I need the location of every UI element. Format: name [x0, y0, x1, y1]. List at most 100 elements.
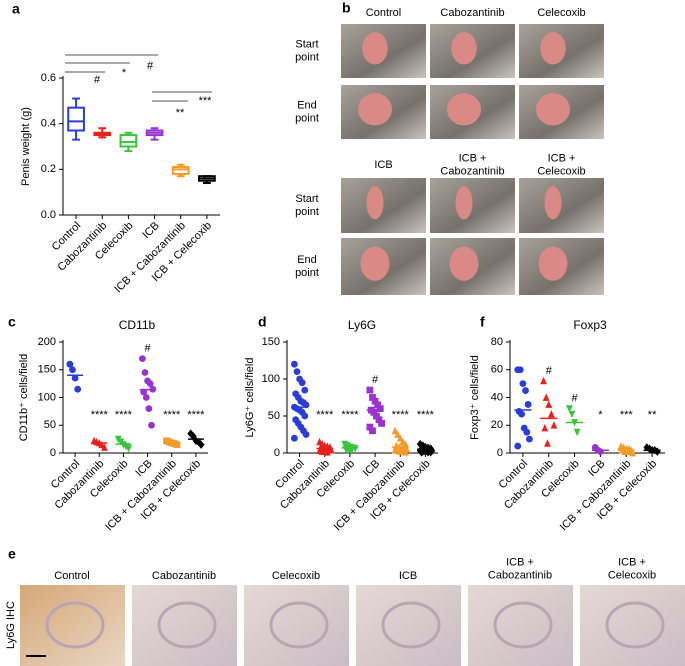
photo	[341, 178, 426, 233]
dot	[125, 445, 133, 453]
dot	[550, 421, 558, 429]
ihc-image	[356, 585, 461, 666]
photo-tumor	[447, 93, 481, 126]
dot	[74, 385, 82, 393]
dot	[69, 366, 76, 374]
dot	[514, 442, 522, 450]
chart-title: CD11b	[119, 318, 156, 332]
dot	[402, 448, 409, 456]
dot	[290, 360, 298, 368]
dot	[573, 428, 581, 437]
significance-label: ****	[316, 409, 334, 421]
dot	[372, 412, 380, 420]
y-tick-label: 0	[497, 447, 503, 459]
y-tick-label: 0.2	[41, 163, 56, 175]
dot	[323, 448, 331, 456]
dot	[145, 405, 153, 412]
y-axis-label: CD11b⁺ cells/field	[18, 354, 30, 442]
photo-row-label: point	[295, 51, 319, 63]
dot	[347, 447, 355, 455]
panel-letter: e	[8, 546, 16, 562]
dot	[71, 374, 79, 382]
significance-label: **	[176, 107, 185, 119]
dot	[369, 394, 376, 401]
ihc-column-label: Cabozantinib	[152, 570, 216, 582]
y-tick-label: 0.6	[41, 72, 56, 84]
dot	[197, 440, 205, 449]
dot	[375, 416, 383, 424]
significance-label: ****	[417, 409, 435, 421]
photo-tumor	[362, 32, 388, 65]
y-tick-label: 150	[262, 336, 280, 348]
y-tick-label: 50	[268, 410, 280, 422]
significance-label: #	[372, 374, 379, 386]
photo-column-label: Celecoxib	[537, 7, 585, 19]
photo-column-label: ICB +	[459, 152, 487, 164]
y-tick-label: 0	[274, 447, 280, 459]
dot	[301, 386, 309, 394]
ihc-column-label: Celecoxib	[272, 570, 320, 582]
y-tick-label: 0.4	[41, 118, 56, 130]
dot	[523, 428, 531, 436]
y-tick-label: 50	[44, 419, 56, 431]
dot	[371, 397, 379, 405]
dot	[427, 448, 435, 457]
axis-line	[509, 340, 665, 454]
dot	[148, 421, 155, 429]
photo-column-label: Cabozantinib	[440, 165, 504, 177]
box	[119, 134, 138, 148]
photo-column-label: Cabozantinib	[440, 7, 504, 19]
dot	[629, 449, 637, 457]
dot	[141, 369, 149, 376]
dot	[394, 430, 402, 438]
chart-title: Foxp3	[573, 318, 607, 332]
dot	[544, 439, 551, 447]
dot	[327, 446, 335, 454]
significance-label: ****	[115, 409, 133, 421]
dot	[366, 386, 374, 394]
significance-label: #	[572, 393, 579, 405]
axis-line	[62, 76, 220, 216]
dot	[302, 431, 310, 438]
panel-letter: a	[12, 1, 20, 17]
ihc-column-label: Control	[54, 570, 89, 582]
dot	[173, 441, 181, 449]
y-axis-label: Ly6G⁺ cells/field	[244, 358, 256, 438]
panel-letter: f	[480, 314, 485, 330]
photo-tumor	[451, 32, 477, 65]
photo-column-label: ICB	[374, 159, 392, 171]
ihc-column-label: ICB	[399, 570, 417, 582]
dot	[545, 400, 553, 408]
box	[171, 166, 190, 175]
ihc-column-label: ICB +	[618, 556, 646, 568]
photo-tumor	[540, 32, 566, 65]
significance-label: *	[122, 67, 127, 79]
y-tick-label: 80	[491, 336, 503, 348]
dot	[298, 379, 306, 387]
photo-tumor	[455, 186, 473, 220]
dot	[301, 412, 309, 420]
ihc-structure	[605, 601, 665, 649]
photo-row-label: End	[297, 254, 317, 266]
significance-label: #	[147, 60, 154, 72]
dot	[366, 423, 374, 431]
photo	[519, 178, 604, 233]
photo-row-label: Start	[295, 38, 318, 50]
significance-label: #	[94, 74, 101, 86]
y-axis-label: Penis weight (g)	[20, 107, 32, 186]
photo-row-label: point	[295, 267, 319, 279]
significance-label: ****	[392, 409, 410, 421]
significance-label: ***	[620, 409, 634, 421]
dot	[66, 360, 74, 368]
significance-label: **	[648, 409, 657, 421]
y-tick-label: 20	[491, 419, 503, 431]
dot	[522, 387, 529, 394]
ihc-row-label: Ly6G IHC	[5, 601, 17, 649]
ihc-structure	[157, 601, 217, 649]
photo-row-label: Start	[295, 193, 318, 205]
panel-letter: b	[342, 0, 351, 16]
dot	[597, 448, 604, 456]
ihc-structure	[493, 601, 553, 649]
ihc-structure	[381, 601, 441, 649]
